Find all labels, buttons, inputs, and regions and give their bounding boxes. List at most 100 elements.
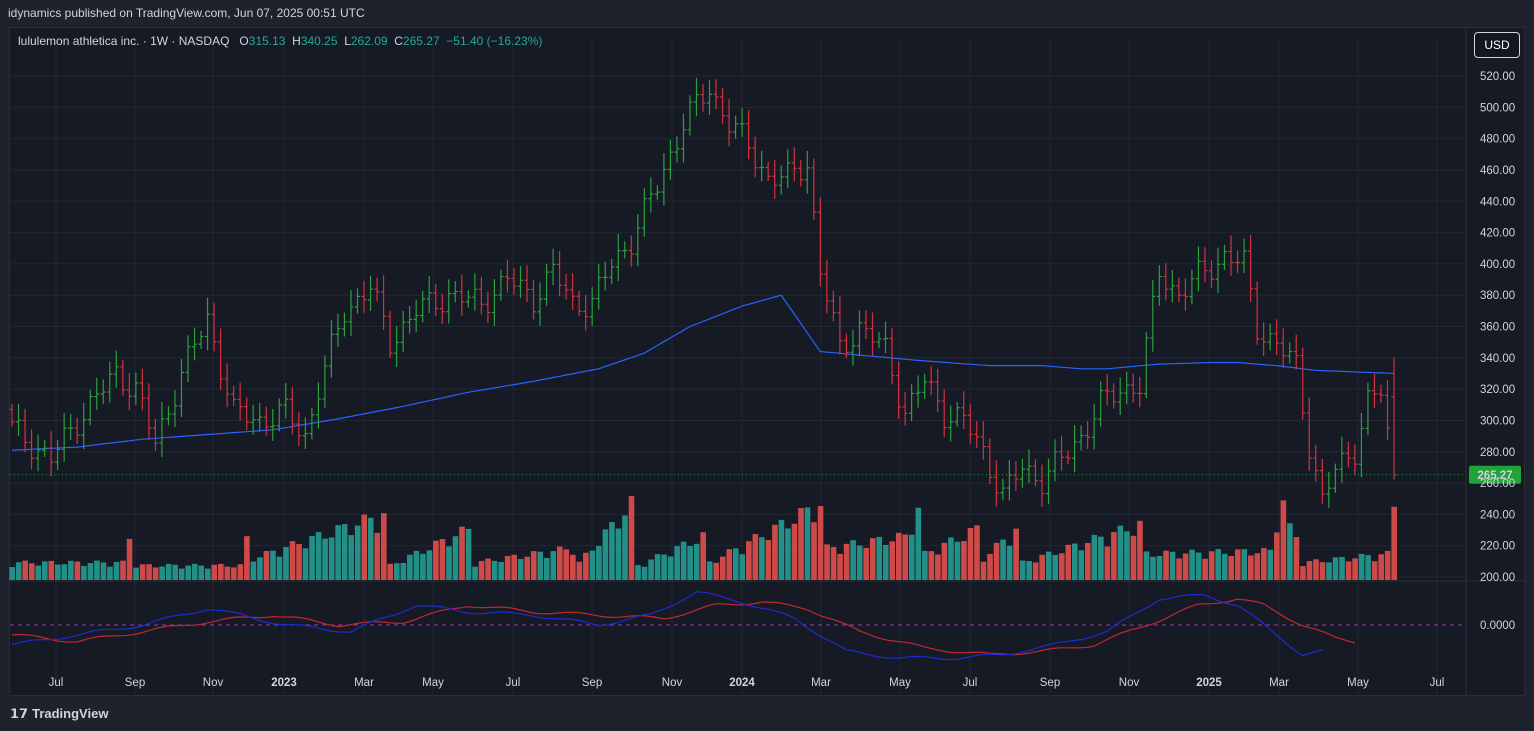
volume-bar	[1000, 539, 1006, 580]
volume-bar	[811, 522, 817, 580]
volume-bar	[1384, 550, 1391, 580]
volume-bar	[1358, 553, 1365, 580]
open-value: 315.13	[248, 34, 286, 48]
volume-bar	[165, 563, 172, 580]
volume-bar	[380, 513, 387, 580]
brand-label: TradingView	[32, 706, 109, 721]
volume-bar	[498, 561, 504, 580]
time-tick-label: Nov	[203, 677, 224, 689]
volume-bar	[1274, 532, 1280, 580]
time-tick-label: May	[889, 677, 911, 689]
symbol-info[interactable]: lululemon athletica inc. · 1W · NASDAQ	[18, 34, 230, 48]
time-tick-label: Jul	[963, 677, 978, 689]
volume-bar	[146, 564, 152, 580]
volume-bar	[270, 550, 276, 580]
time-tick-label: Jul	[49, 677, 64, 689]
volume-bar	[1019, 560, 1026, 580]
volume-bar	[367, 517, 374, 580]
volume-bar	[74, 561, 81, 580]
volume-bar	[94, 560, 100, 580]
volume-bar	[824, 544, 830, 580]
volume-bar	[726, 549, 733, 580]
volume-bar	[1039, 554, 1045, 580]
volume-bar	[1254, 553, 1261, 580]
volume-bar	[628, 496, 635, 580]
volume-bar	[335, 525, 341, 580]
volume-bar	[1150, 556, 1156, 580]
volume-bar	[654, 554, 661, 580]
volume-bar	[928, 551, 935, 580]
volume-bar	[296, 543, 302, 580]
volume-bar	[1065, 544, 1072, 580]
price-tick-label: 220.00	[1480, 541, 1515, 553]
volume-bar	[1365, 555, 1371, 580]
volume-bar	[980, 561, 987, 580]
volume-bar	[746, 541, 752, 580]
time-tick-label: Sep	[1040, 677, 1060, 689]
time-tick-label: Jul	[1430, 677, 1445, 689]
volume-bar	[289, 541, 296, 580]
last-price-label: 265.27	[1477, 470, 1512, 482]
currency-button[interactable]: USD	[1474, 32, 1520, 58]
volume-bar	[204, 568, 211, 580]
volume-bar	[843, 543, 850, 580]
volume-bar	[276, 556, 283, 580]
volume-bar	[341, 524, 348, 580]
high-label: H	[292, 34, 301, 48]
volume-bar	[1026, 561, 1032, 580]
price-tick-label: 400.00	[1480, 259, 1515, 271]
low-value: 262.09	[350, 34, 388, 48]
volume-bar	[895, 532, 902, 580]
tradingview-brand[interactable]: 𝟭𝟳 TradingView	[10, 706, 108, 722]
volume-bar	[804, 507, 811, 580]
volume-bar	[674, 546, 680, 580]
change-value: −51.40 (−16.23%)	[446, 34, 543, 48]
volume-bar	[420, 553, 426, 580]
volume-bar	[922, 550, 928, 580]
volume-bar	[28, 563, 35, 580]
volume-bar	[680, 541, 687, 580]
volume-bar	[15, 562, 22, 580]
volume-bar	[765, 539, 772, 580]
volume-bar	[426, 550, 433, 580]
oscillator-fast-line	[11, 591, 1323, 661]
price-tick-label: 380.00	[1480, 290, 1515, 302]
volume-bar	[739, 554, 746, 580]
time-tick-label: 2024	[729, 677, 755, 689]
volume-bar	[537, 551, 544, 580]
volume-bar	[48, 560, 55, 580]
volume-bar	[1130, 535, 1137, 580]
time-tick-label: Jul	[506, 677, 521, 689]
price-tick-label: 460.00	[1480, 165, 1515, 177]
volume-bar	[882, 544, 889, 580]
volume-bar	[706, 561, 713, 580]
volume-bar	[778, 519, 785, 580]
volume-bar	[1104, 546, 1111, 580]
volume-bar	[439, 539, 446, 580]
volume-bar	[491, 560, 498, 580]
volume-bar	[1091, 534, 1098, 580]
volume-bar	[889, 541, 896, 580]
volume-bar	[1352, 558, 1358, 580]
volume-bar	[185, 565, 192, 580]
time-tick-label: Mar	[354, 677, 374, 689]
volume-bar	[641, 566, 648, 580]
volume-bar	[133, 567, 139, 580]
volume-bar	[1182, 553, 1189, 580]
volume-bar	[263, 550, 270, 580]
price-tick-label: 200.00	[1480, 572, 1515, 584]
volume-bar	[869, 538, 876, 580]
volume-bar	[967, 528, 974, 580]
last-price-badge	[1469, 465, 1521, 484]
volume-bar	[602, 529, 609, 580]
volume-bar	[817, 506, 824, 580]
volume-bar	[948, 537, 954, 580]
time-tick-label: Nov	[662, 677, 683, 689]
volume-bar	[772, 524, 778, 580]
volume-bar	[856, 545, 863, 580]
volume-bar	[178, 568, 185, 580]
time-tick-label: Sep	[582, 677, 602, 689]
volume-bar	[830, 546, 837, 580]
volume-bar	[1300, 566, 1306, 580]
